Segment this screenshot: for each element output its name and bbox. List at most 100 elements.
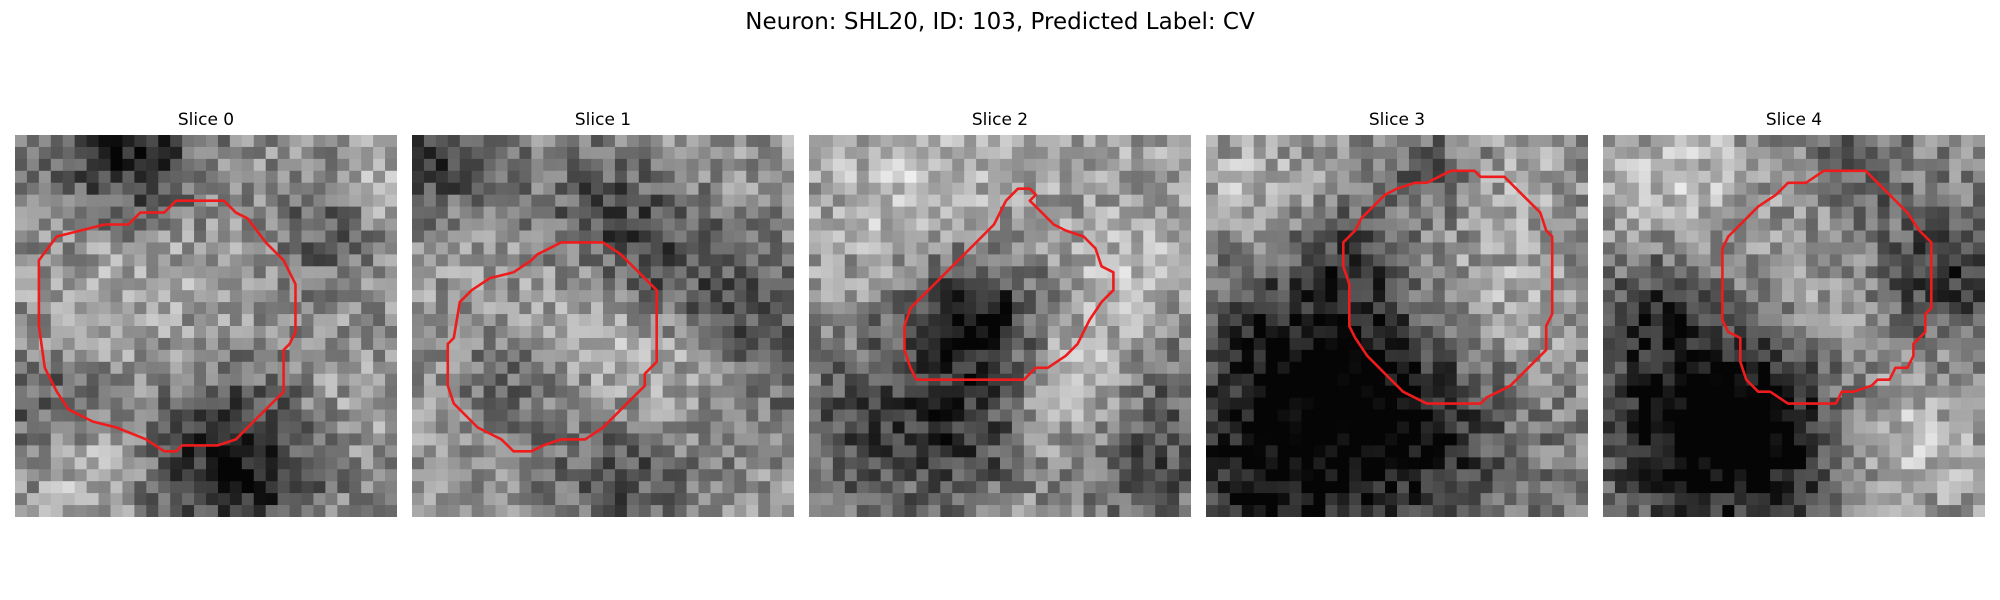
image-pixel	[337, 361, 350, 375]
image-pixel	[1650, 421, 1664, 435]
image-pixel	[1107, 505, 1120, 517]
image-pixel	[170, 278, 183, 291]
image-pixel	[1480, 218, 1494, 232]
image-pixel	[1638, 326, 1652, 339]
image-pixel	[1349, 505, 1362, 517]
image-pixel	[1095, 457, 1109, 470]
image-pixel	[1853, 135, 1867, 148]
image-pixel	[1095, 481, 1109, 494]
image-pixel	[1674, 254, 1688, 267]
image-pixel	[1853, 170, 1867, 184]
image-pixel	[361, 326, 374, 339]
image-pixel	[579, 302, 592, 315]
image-pixel	[229, 242, 243, 255]
image-pixel	[614, 314, 628, 327]
image-pixel	[782, 158, 794, 172]
image-pixel	[1313, 135, 1326, 148]
image-pixel	[579, 158, 592, 172]
image-pixel	[964, 135, 977, 148]
image-pixel	[412, 170, 425, 184]
image-pixel	[1325, 385, 1338, 399]
image-pixel	[1552, 373, 1565, 387]
image-pixel	[38, 385, 52, 399]
image-pixel	[1107, 206, 1120, 220]
image-pixel	[1949, 266, 1962, 279]
image-pixel	[1313, 493, 1326, 506]
image-pixel	[1722, 254, 1735, 267]
image-pixel	[770, 493, 783, 506]
image-pixel	[1035, 302, 1049, 315]
image-pixel	[1674, 445, 1688, 458]
image-pixel	[325, 361, 338, 375]
image-pixel	[1420, 278, 1434, 291]
image-pixel	[1734, 433, 1747, 446]
image-pixel	[15, 242, 28, 255]
image-pixel	[1408, 481, 1422, 494]
image-pixel	[1095, 373, 1109, 387]
image-pixel	[734, 194, 747, 208]
image-pixel	[507, 254, 521, 267]
image-pixel	[1698, 385, 1712, 399]
image-pixel	[579, 385, 592, 399]
image-pixel	[1206, 397, 1219, 411]
image-pixel	[567, 242, 580, 255]
image-pixel	[1373, 314, 1386, 327]
image-pixel	[1337, 146, 1350, 160]
image-pixel	[423, 206, 437, 220]
image-pixel	[1626, 242, 1640, 255]
image-pixel	[1337, 278, 1350, 291]
image-pixel	[1770, 242, 1783, 255]
image-pixel	[301, 278, 315, 291]
image-pixel	[447, 242, 461, 255]
image-pixel	[507, 493, 521, 506]
image-pixel	[229, 266, 243, 279]
image-pixel	[650, 158, 664, 172]
image-pixel	[674, 194, 688, 208]
image-pixel	[1770, 421, 1783, 435]
image-pixel	[976, 266, 989, 279]
image-pixel	[820, 254, 834, 267]
image-pixel	[1179, 218, 1191, 232]
image-pixel	[1722, 397, 1735, 411]
image-pixel	[194, 421, 207, 435]
image-pixel	[1913, 206, 1926, 220]
image-pixel	[1035, 254, 1049, 267]
image-pixel	[1564, 373, 1577, 387]
image-pixel	[1241, 337, 1255, 351]
image-pixel	[892, 242, 906, 255]
image-pixel	[988, 158, 1001, 172]
image-pixel	[567, 230, 580, 244]
image-pixel	[349, 170, 362, 184]
image-pixel	[1746, 218, 1759, 232]
image-pixel	[373, 421, 386, 435]
image-pixel	[1853, 314, 1867, 327]
image-pixel	[1083, 397, 1097, 411]
image-pixel	[1925, 421, 1938, 435]
image-pixel	[170, 469, 183, 482]
image-pixel	[758, 290, 771, 303]
image-pixel	[1794, 218, 1807, 232]
image-pixel	[1361, 457, 1374, 470]
image-pixel	[591, 230, 604, 244]
image-pixel	[1337, 409, 1350, 423]
image-pixel	[1662, 146, 1676, 160]
image-pixel	[158, 421, 171, 435]
image-pixel	[1937, 445, 1950, 458]
image-pixel	[1023, 266, 1037, 279]
image-pixel	[1734, 397, 1747, 411]
image-pixel	[1337, 481, 1350, 494]
image-pixel	[158, 278, 171, 291]
image-pixel	[1865, 146, 1879, 160]
image-pixel	[1167, 194, 1180, 208]
image-pixel	[1528, 266, 1541, 279]
image-pixel	[412, 135, 425, 148]
image-pixel	[471, 302, 485, 315]
image-pixel	[1095, 278, 1109, 291]
image-pixel	[98, 397, 112, 411]
image-pixel	[146, 409, 159, 423]
image-pixel	[459, 349, 473, 363]
image-pixel	[1746, 242, 1759, 255]
image-pixel	[1217, 242, 1231, 255]
image-pixel	[1528, 254, 1541, 267]
image-pixel	[1301, 290, 1315, 303]
